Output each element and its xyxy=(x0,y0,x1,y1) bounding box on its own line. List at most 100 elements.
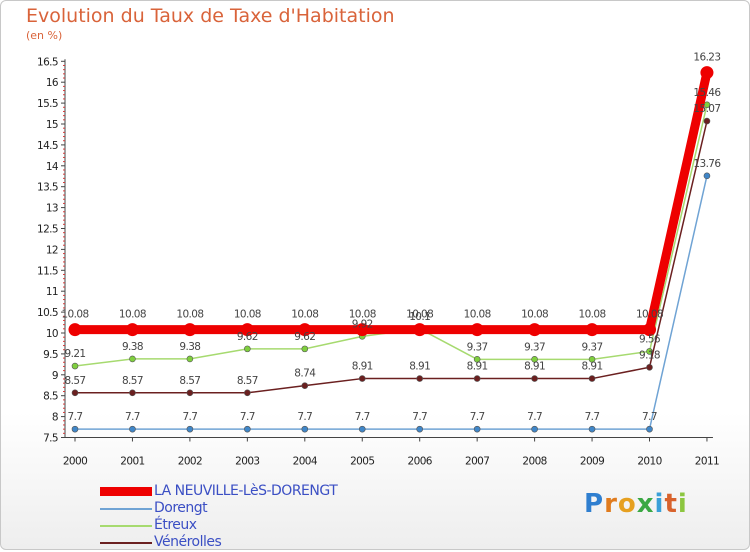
data-label-v-n-rolles: 8.91 xyxy=(582,361,603,373)
data-point-la-neuville-l-s-dorengt xyxy=(470,323,484,337)
data-label--treux: 15.46 xyxy=(693,87,721,99)
data-label-dorengt: 7.7 xyxy=(125,411,140,423)
data-label-dorengt: 13.76 xyxy=(693,158,721,170)
data-label--treux: 9.38 xyxy=(122,341,143,353)
data-point-la-neuville-l-s-dorengt xyxy=(413,323,427,337)
logo-letter: r xyxy=(604,489,618,519)
data-point-la-neuville-l-s-dorengt xyxy=(240,323,254,337)
proxiti-logo: Proxiti xyxy=(584,489,688,519)
x-tick-label: 2010 xyxy=(637,456,661,468)
y-tick-label: 10.5 xyxy=(37,307,58,319)
y-tick-label: 11.5 xyxy=(37,265,58,277)
x-tick-label: 2009 xyxy=(580,456,604,468)
y-tick-label: 14.5 xyxy=(37,140,58,152)
data-label-la-neuville-l-s-dorengt: 10.08 xyxy=(119,309,146,321)
data-label-dorengt: 7.7 xyxy=(527,411,542,423)
data-point-v-n-rolles xyxy=(244,389,251,397)
logo-letter: t xyxy=(664,489,678,519)
data-point--treux xyxy=(186,355,194,363)
y-tick-label: 9.5 xyxy=(43,349,58,361)
x-tick-label: 2004 xyxy=(293,456,318,468)
legend-swatch-venerolles xyxy=(100,542,152,544)
y-tick-label: 16.5 xyxy=(37,56,58,68)
y-tick-label: 8 xyxy=(52,412,58,424)
data-label-la-neuville-l-s-dorengt: 16.23 xyxy=(693,52,720,64)
y-tick-label: 8.5 xyxy=(43,391,58,403)
data-point--treux xyxy=(301,345,309,353)
series-layer xyxy=(68,66,714,433)
x-tick-label: 2003 xyxy=(235,456,259,468)
data-label-v-n-rolles: 8.57 xyxy=(65,375,86,387)
chart-subtitle: (en %) xyxy=(26,29,63,42)
data-label-la-neuville-l-s-dorengt: 10.08 xyxy=(61,309,88,321)
data-point-la-neuville-l-s-dorengt xyxy=(528,323,542,337)
data-point-dorengt xyxy=(473,425,481,433)
data-point-dorengt xyxy=(129,425,136,433)
data-point-dorengt xyxy=(71,425,79,433)
data-point--treux xyxy=(244,345,251,353)
series-line-dorengt xyxy=(74,175,708,430)
data-label-la-neuville-l-s-dorengt: 10.08 xyxy=(234,309,261,321)
y-tick-label: 15.5 xyxy=(37,98,58,110)
y-tick-label: 12 xyxy=(46,244,58,256)
data-point-v-n-rolles xyxy=(646,363,653,371)
y-tick-label: 15 xyxy=(46,119,58,131)
data-point-la-neuville-l-s-dorengt xyxy=(355,323,369,337)
data-label-dorengt: 7.7 xyxy=(470,411,485,423)
data-label-v-n-rolles: 8.91 xyxy=(352,361,373,373)
legend-label-venerolles: Vénérolles xyxy=(154,534,222,550)
data-label-la-neuville-l-s-dorengt: 10.08 xyxy=(579,309,606,321)
data-point-la-neuville-l-s-dorengt xyxy=(68,323,82,337)
data-point-v-n-rolles xyxy=(71,389,79,397)
data-label--treux: 9.21 xyxy=(65,348,86,360)
legend-swatch-etreux xyxy=(100,525,152,527)
data-label--treux: 9.37 xyxy=(467,341,488,353)
legend-swatch-la-neuville xyxy=(100,487,152,496)
legend-swatch-dorengt xyxy=(100,508,152,510)
data-point--treux xyxy=(531,356,538,363)
logo-letter: P xyxy=(584,489,605,519)
data-label-la-neuville-l-s-dorengt: 10.08 xyxy=(176,309,203,321)
data-label-v-n-rolles: 15.07 xyxy=(693,103,720,115)
data-point-v-n-rolles xyxy=(358,375,366,382)
data-point-v-n-rolles xyxy=(129,389,136,397)
data-label--treux: 9.37 xyxy=(524,341,545,353)
x-tick-label: 2001 xyxy=(120,456,144,468)
data-label--treux: 9.56 xyxy=(639,333,661,345)
data-point-v-n-rolles xyxy=(588,375,596,382)
data-point-la-neuville-l-s-dorengt xyxy=(298,323,312,337)
series-line-la-neuville-l-s-dorengt xyxy=(70,68,712,335)
y-tick-label: 13.5 xyxy=(37,182,58,194)
data-point-la-neuville-l-s-dorengt xyxy=(125,323,139,337)
data-label-v-n-rolles: 9.18 xyxy=(639,349,660,361)
data-point-dorengt xyxy=(703,172,711,180)
data-label-la-neuville-l-s-dorengt: 10.08 xyxy=(406,309,433,321)
x-tick-label: 2002 xyxy=(178,456,202,468)
data-label-dorengt: 7.7 xyxy=(182,411,197,423)
data-label-dorengt: 7.7 xyxy=(240,411,255,423)
data-label-v-n-rolles: 8.57 xyxy=(179,375,200,387)
data-label-la-neuville-l-s-dorengt: 10.08 xyxy=(291,309,318,321)
legend-label-dorengt: Dorengt xyxy=(154,500,208,516)
data-labels: 7.7 7.7 7.7 7.7 7.7 7.7 7.7 7.7 7.7 7.7 7.7 13.76 9.… xyxy=(61,52,722,424)
data-label-la-neuville-l-s-dorengt: 10.08 xyxy=(464,309,491,321)
data-point-la-neuville-l-s-dorengt xyxy=(643,323,656,337)
x-tick-label: 2000 xyxy=(63,456,87,468)
data-point-v-n-rolles xyxy=(186,389,194,397)
x-tick-label: 2011 xyxy=(695,456,719,468)
data-point-la-neuville-l-s-dorengt xyxy=(585,323,599,337)
x-tick-label: 2007 xyxy=(465,456,489,468)
data-point-dorengt xyxy=(646,425,653,433)
data-label-dorengt: 7.7 xyxy=(642,411,657,423)
y-tick-label: 12.5 xyxy=(37,224,58,236)
logo-letter: i xyxy=(677,489,688,519)
data-point--treux xyxy=(473,356,481,363)
data-label-dorengt: 7.7 xyxy=(412,411,427,423)
data-label-v-n-rolles: 8.74 xyxy=(294,368,316,380)
y-tick-label: 13 xyxy=(46,203,58,215)
data-point-dorengt xyxy=(531,425,538,433)
data-point--treux xyxy=(588,356,596,363)
logo-letter: i xyxy=(654,489,665,519)
